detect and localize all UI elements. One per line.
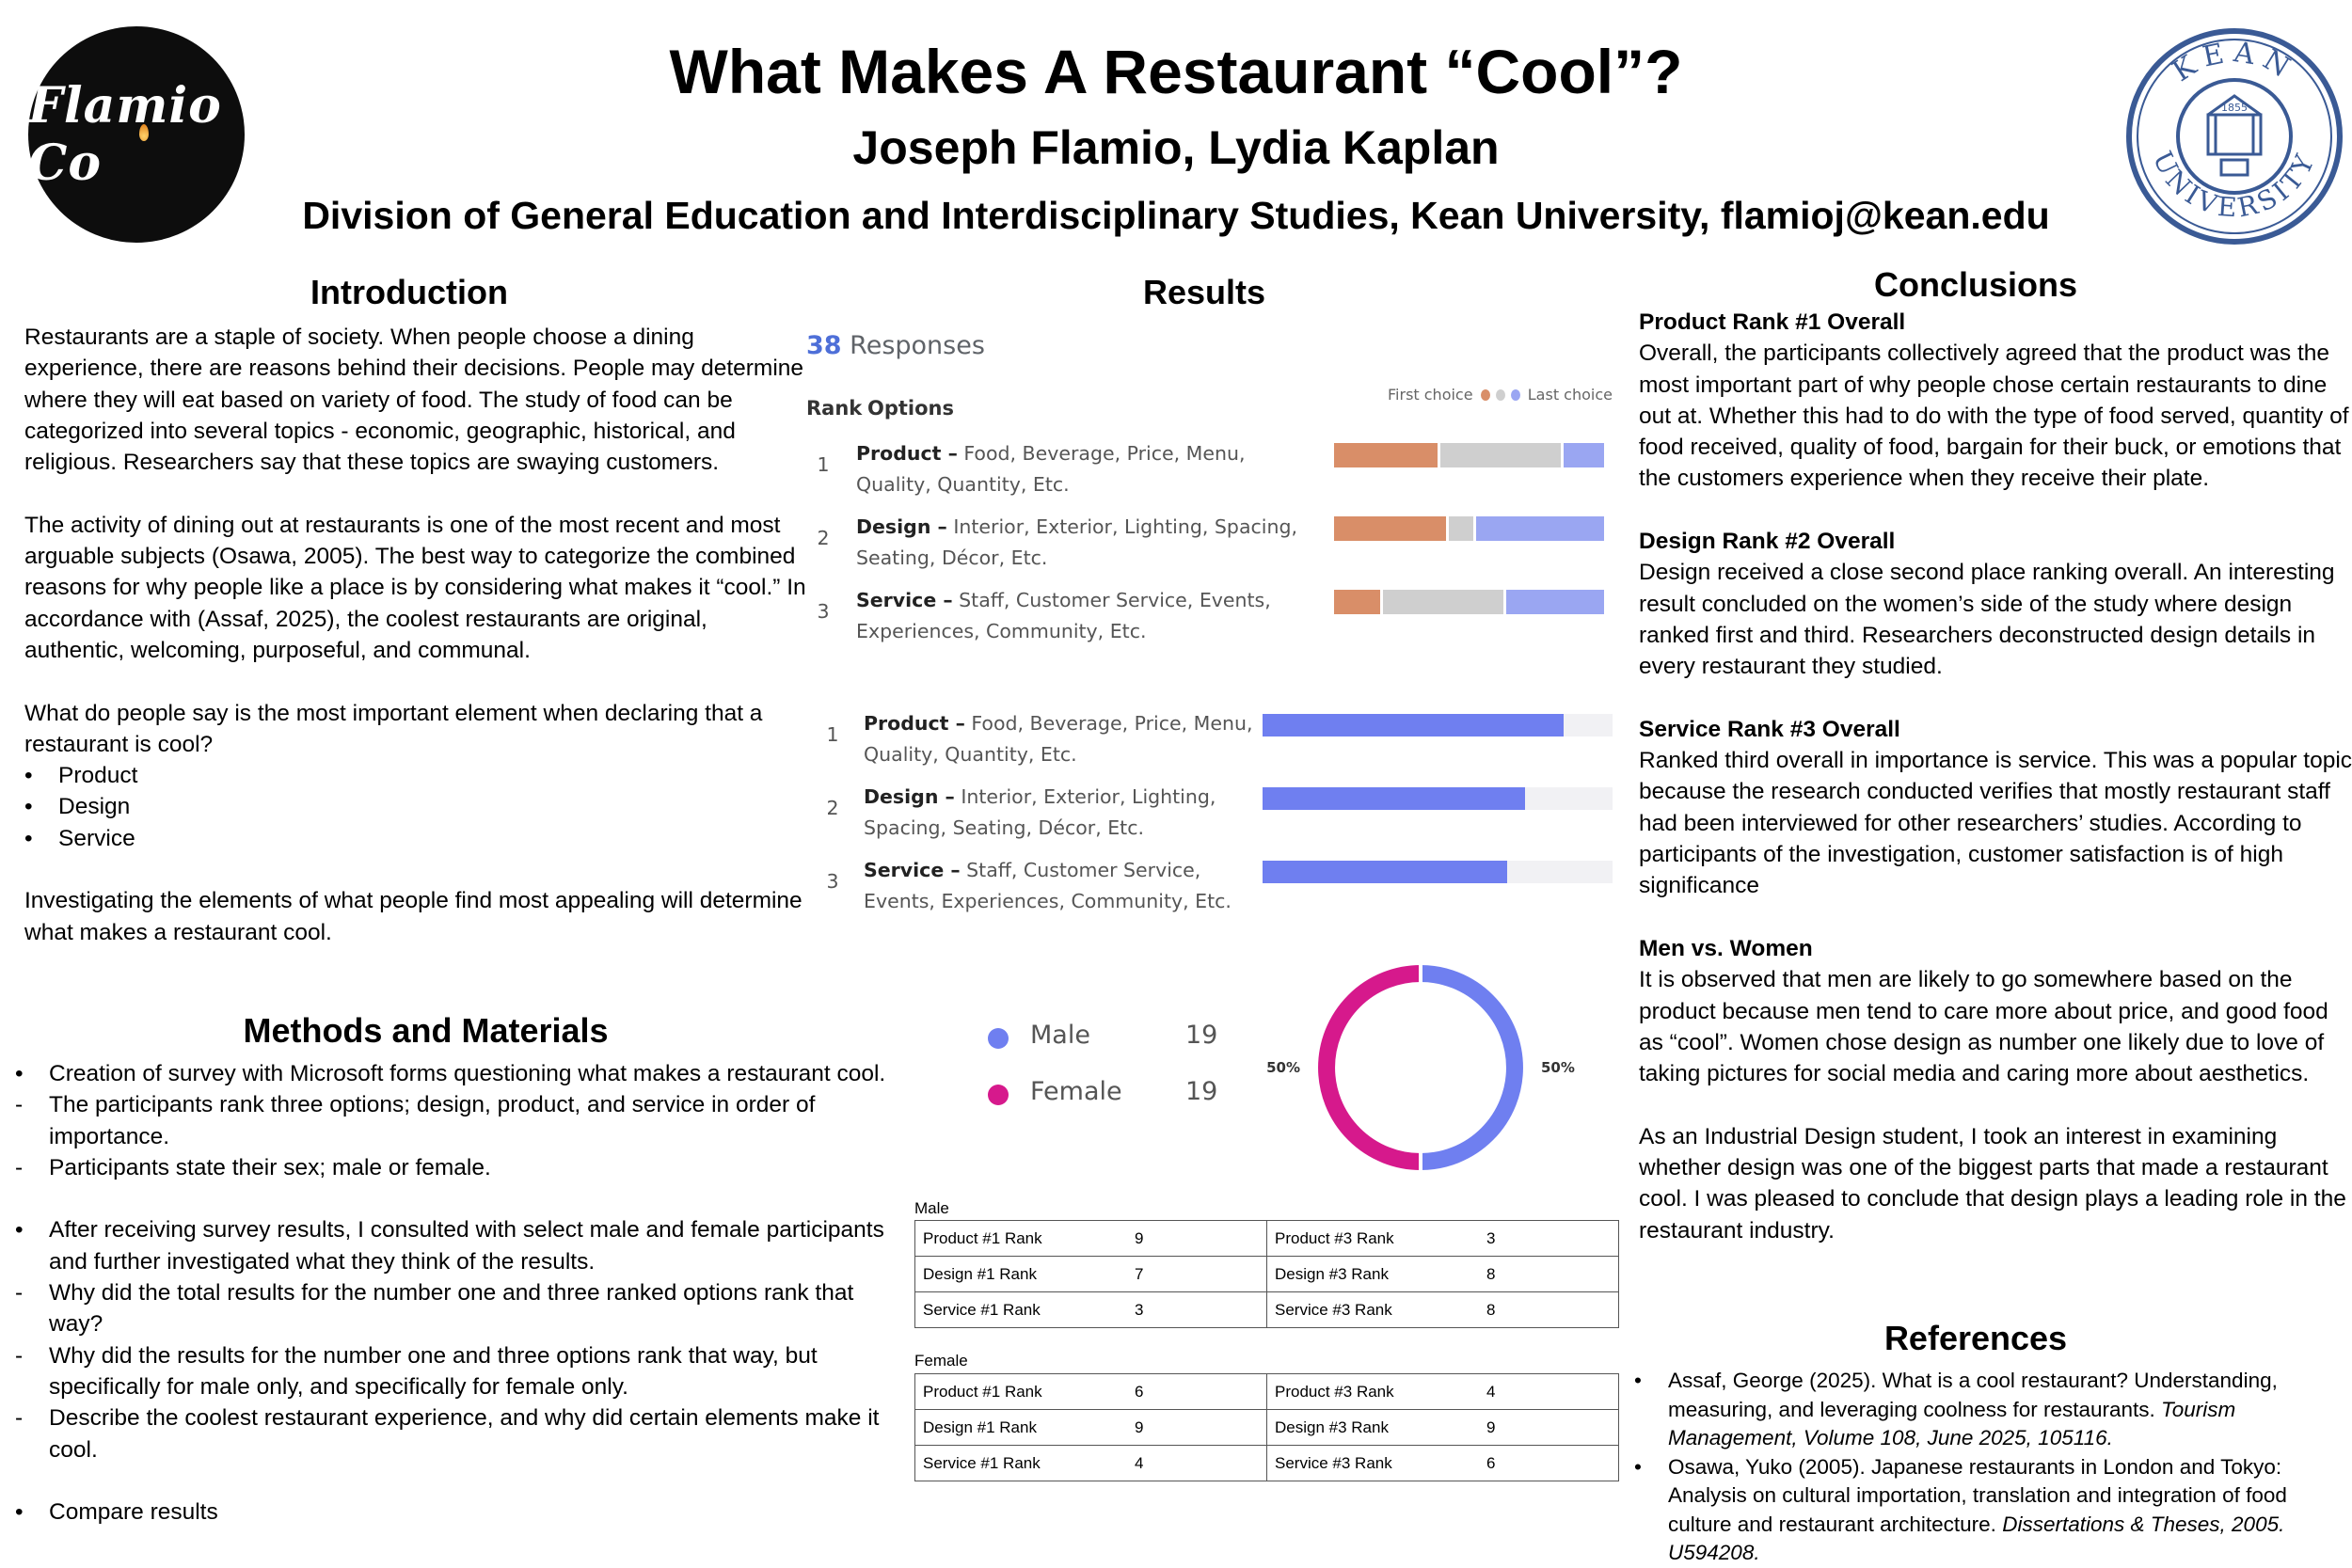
- female-table-title: Female: [914, 1352, 968, 1370]
- donut-percent-label: 50%: [1541, 1059, 1575, 1076]
- legend-last-dot: [1510, 389, 1520, 401]
- table-row: Service #1 Rank 3 Service #3 Rank 8: [914, 1291, 1619, 1328]
- bar-segment-first: [1334, 516, 1446, 541]
- flamio-co-logo: Flamio Co: [28, 26, 245, 243]
- donut-slice-female: [1318, 965, 1422, 1170]
- conclusion-block: Design Rank #2 Overall Design received a …: [1639, 529, 2335, 680]
- table-row: Design #1 Rank 9 Design #3 Rank 9: [914, 1409, 1619, 1446]
- responses-count: 38 Responses: [806, 331, 985, 360]
- intro-question-block: What do people say is the most important…: [24, 698, 810, 854]
- conclusion-block: Service Rank #3 Overall Ranked third over…: [1639, 716, 2352, 899]
- introduction-body: Restaurants are a staple of society. Whe…: [24, 322, 810, 948]
- list-item: • Design: [24, 791, 810, 822]
- female-rank-table: Product #1 Rank 6 Product #3 Rank 4 Design…: [914, 1373, 1619, 1481]
- bullet-marker: •: [24, 763, 33, 789]
- rank-column-header: Rank: [806, 397, 863, 420]
- introduction-heading: Introduction: [310, 273, 508, 311]
- conclusion-block: As an Industrial Design student, I took …: [1639, 1123, 2346, 1243]
- list-item: • After receiving survey results, I consu…: [15, 1217, 884, 1275]
- bar-segment-last: [1506, 590, 1604, 614]
- poster-authors: Joseph Flamio, Lydia Kaplan: [852, 121, 1500, 174]
- donut-percent-label: 50%: [1266, 1059, 1300, 1076]
- rank-legend: First choice Last choice: [1388, 386, 1613, 404]
- female-dot: [988, 1085, 1009, 1105]
- table-row: Product #1 Rank 9 Product #3 Rank 3: [914, 1220, 1619, 1257]
- male-rank-table: Product #1 Rank 9 Product #3 Rank 3 Design…: [914, 1220, 1619, 1328]
- seal-year: 1855: [2221, 102, 2248, 114]
- bar-segment-last: [1564, 443, 1604, 467]
- methods-heading: Methods and Materials: [243, 1011, 609, 1050]
- list-item: - Why did the total results for the numbe…: [15, 1280, 854, 1338]
- intro-paragraph: Restaurants are a staple of society. Whe…: [24, 325, 804, 476]
- bar-segment-last: [1476, 516, 1604, 541]
- list-item: • Creation of survey with Microsoft forms…: [15, 1061, 886, 1086]
- table-row: Design #1 Rank 7 Design #3 Rank 8: [914, 1256, 1619, 1292]
- methods-list: • Creation of survey with Microsoft forms…: [15, 1058, 904, 1528]
- conclusions-body: Product Rank #1 Overall Overall, the part…: [1639, 307, 2352, 1246]
- bullet-marker: •: [24, 825, 33, 851]
- list-item: - Describe the coolest restaurant experie…: [15, 1405, 880, 1463]
- legend-middle-dot: [1495, 389, 1505, 401]
- legend-first-dot: [1480, 389, 1490, 401]
- logo-text: Flamio Co: [28, 77, 222, 192]
- donut-slice-male: [1420, 965, 1523, 1170]
- conclusion-block: Product Rank #1 Overall Overall, the part…: [1639, 309, 2349, 492]
- bar-segment-middle: [1449, 516, 1473, 541]
- intro-paragraph: The activity of dining out at restaurant…: [24, 512, 806, 663]
- male-table-title: Male: [914, 1199, 949, 1217]
- results-heading: Results: [1142, 273, 1266, 311]
- bar-segment-middle: [1440, 443, 1561, 467]
- reference-item: • Osawa, Yuko (2005). Japanese restaurant…: [1634, 1454, 2287, 1565]
- gender-donut-chart: 50% 50%: [1266, 962, 1575, 1173]
- conclusions-heading: Conclusions: [1873, 265, 2078, 304]
- kean-university-seal: KEAN UNIVERSITY 1855: [2126, 28, 2343, 245]
- list-item: - The participants rank three options; de…: [15, 1092, 816, 1149]
- bar-fill: [1263, 714, 1564, 736]
- poster-title: What Makes A Restaurant “Cool”?: [669, 37, 1683, 106]
- list-item: - Why did the results for the number one …: [15, 1342, 818, 1400]
- flame-icon: [139, 124, 149, 141]
- male-dot: [988, 1028, 1009, 1049]
- intro-paragraph: What do people say is the most important…: [24, 700, 763, 757]
- bar-segment-middle: [1383, 590, 1503, 614]
- bar-segment-first: [1334, 590, 1380, 614]
- poster-affiliation: Division of General Education and Interd…: [302, 194, 2050, 237]
- references-heading: References: [1883, 1319, 2068, 1357]
- references-list: • Assaf, George (2025). What is a cool re…: [1634, 1367, 2349, 1568]
- list-item: • Service: [24, 823, 810, 854]
- table-row: Service #1 Rank 4 Service #3 Rank 6: [914, 1445, 1619, 1481]
- methods-body: • Creation of survey with Microsoft forms…: [15, 1058, 904, 1528]
- intro-bullet-list: • Product • Design • Service: [24, 760, 810, 854]
- bar-fill: [1263, 861, 1507, 883]
- conclusion-block: Men vs. Women It is observed that men are…: [1639, 935, 2328, 1087]
- list-item: • Product: [24, 760, 810, 791]
- list-item: - Participants state their sex; male or f…: [15, 1154, 491, 1180]
- reference-item: • Assaf, George (2025). What is a cool re…: [1634, 1369, 2278, 1449]
- bullet-marker: •: [24, 794, 33, 820]
- bar-fill: [1263, 787, 1525, 810]
- legend-last-label: Last choice: [1527, 386, 1613, 404]
- legend-first-label: First choice: [1388, 386, 1473, 404]
- table-row: Product #1 Rank 6 Product #3 Rank 4: [914, 1373, 1619, 1410]
- list-item: • Compare results: [15, 1499, 218, 1526]
- intro-paragraph: Investigating the elements of what peopl…: [24, 888, 803, 945]
- bar-segment-first: [1334, 443, 1438, 467]
- options-column-header: Options: [867, 397, 954, 420]
